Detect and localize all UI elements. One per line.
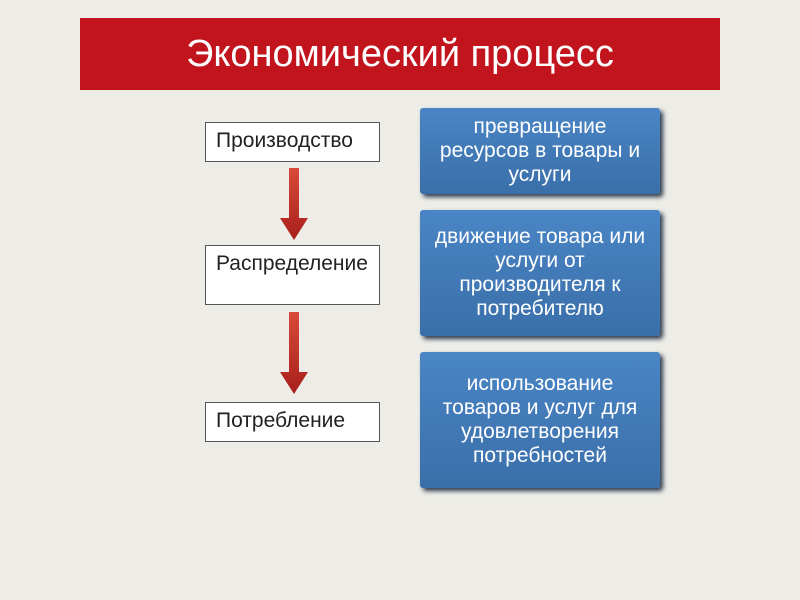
down-arrow-icon (280, 168, 308, 240)
stage-box: Потребление (205, 402, 380, 442)
stage-label: Потребление (216, 409, 345, 433)
description-text: движение товара или услуги от производит… (430, 225, 650, 322)
stage-box: Распределение (205, 245, 380, 305)
description-text: превращение ресурсов в товары и услуги (430, 115, 650, 187)
stage-label: Производство (216, 129, 353, 153)
description-box: движение товара или услуги от производит… (420, 210, 660, 336)
title-text: Экономический процесс (186, 33, 614, 76)
stage-label: Распределение (216, 252, 368, 276)
down-arrow-icon (280, 312, 308, 394)
stage-box: Производство (205, 122, 380, 162)
title-bar: Экономический процесс (80, 18, 720, 90)
description-text: использование товаров и услуг для удовле… (430, 372, 650, 469)
description-box: превращение ресурсов в товары и услуги (420, 108, 660, 194)
description-box: использование товаров и услуг для удовле… (420, 352, 660, 488)
